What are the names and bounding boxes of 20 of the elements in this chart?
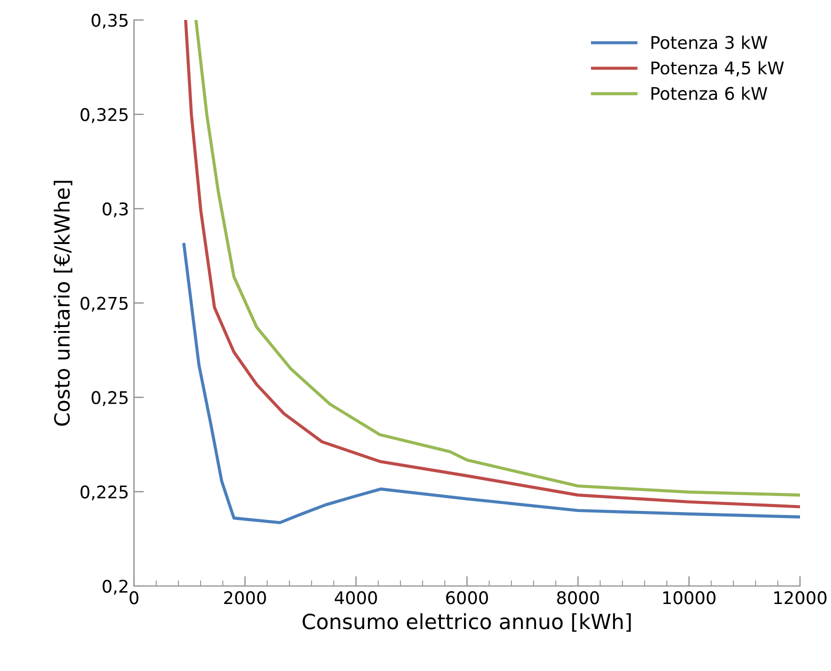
y-tick-label: 0,25 — [92, 391, 128, 406]
x-axis-title: Consumo elettrico annuo [kWh] — [302, 613, 631, 632]
y-axis-title: Costo unitario [€/kWhe] — [54, 180, 72, 426]
y-tick-label: 0,2 — [102, 580, 128, 595]
x-tick-label: 6000 — [446, 591, 488, 604]
x-tick-label: 8000 — [557, 591, 599, 604]
y-tick-label: 0,275 — [80, 296, 128, 312]
x-tick-label: 2000 — [224, 591, 266, 604]
y-tick-label: 0,35 — [92, 14, 128, 29]
legend-label: Potenza 4,5 kW — [652, 61, 784, 76]
y-tick-label: 0,225 — [80, 485, 128, 500]
x-tick-label: 12000 — [774, 591, 826, 604]
y-tick-label: 0,3 — [102, 202, 128, 218]
x-tick-label: 10000 — [663, 591, 716, 604]
legend-label: Potenza 3 kW — [652, 36, 768, 50]
y-tick-label: 0,325 — [80, 108, 128, 123]
line-series — [182, 242, 800, 524]
x-tick-label: 4000 — [334, 591, 377, 604]
legend-label: Potenza 6 kW — [652, 86, 768, 100]
x-tick-label: 0 — [130, 591, 138, 604]
